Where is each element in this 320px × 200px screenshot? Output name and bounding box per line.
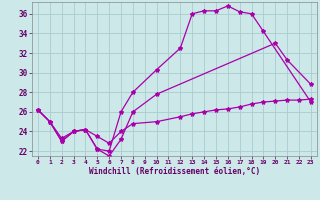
X-axis label: Windchill (Refroidissement éolien,°C): Windchill (Refroidissement éolien,°C) [89, 167, 260, 176]
